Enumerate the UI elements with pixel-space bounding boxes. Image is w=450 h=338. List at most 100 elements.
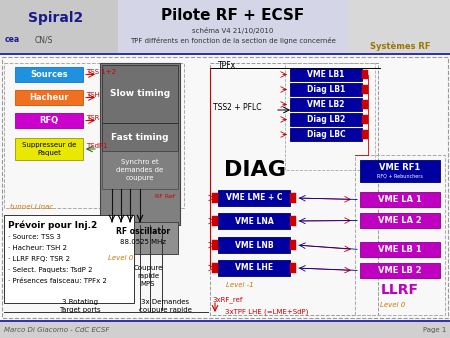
Text: Target ports: Target ports [59, 307, 101, 313]
Text: RF oscillator: RF oscillator [116, 227, 170, 237]
Text: Hacheur: Hacheur [29, 93, 69, 102]
Text: 3 Rotating: 3 Rotating [62, 299, 98, 305]
Bar [362, 85, 368, 94]
Bar [290, 68, 362, 81]
Text: demandes de: demandes de [117, 167, 164, 173]
Bar [290, 128, 362, 141]
Text: coupure: coupure [126, 175, 154, 181]
Bar [218, 190, 290, 206]
Text: · Présences faisceau: TPFx 2: · Présences faisceau: TPFx 2 [8, 278, 107, 284]
Text: tunnel Linac: tunnel Linac [10, 204, 53, 210]
Text: Fast timing: Fast timing [111, 132, 169, 142]
Bar [355, 155, 445, 315]
Bar [285, 63, 375, 170]
Text: VME RF1: VME RF1 [379, 164, 421, 172]
Text: · Select. Paquets: TsdP 2: · Select. Paquets: TsdP 2 [8, 267, 93, 273]
Bar [15, 67, 83, 82]
Text: TPFx: TPFx [218, 61, 236, 70]
Text: · LLRF RFQ: TSR 2: · LLRF RFQ: TSR 2 [8, 256, 70, 262]
Bar [4, 63, 184, 208]
Bar [0, 0, 118, 55]
Text: VME LNB: VME LNB [235, 241, 273, 249]
Text: TSS 1+2: TSS 1+2 [86, 69, 116, 75]
Bar [15, 138, 83, 160]
Bar [360, 242, 440, 257]
Bar [15, 113, 83, 128]
Text: rapide: rapide [137, 273, 159, 279]
Text: TPF différents en fonction de la section de ligne concernée: TPF différents en fonction de la section… [130, 37, 336, 44]
Bar [118, 0, 348, 55]
Text: Prévoir pour Inj.2: Prévoir pour Inj.2 [8, 220, 97, 230]
Text: Slow timing: Slow timing [110, 90, 170, 98]
Text: Diag LB2: Diag LB2 [307, 115, 345, 124]
Bar [0, 321, 450, 338]
Text: RFQ + Rebunchers: RFQ + Rebunchers [377, 173, 423, 178]
Text: RF Ref: RF Ref [155, 193, 175, 198]
Text: Spiral2: Spiral2 [28, 11, 83, 25]
Text: VME LNA: VME LNA [234, 217, 274, 225]
Text: Level 0: Level 0 [380, 302, 405, 308]
Bar [102, 151, 178, 189]
Text: VME LB 1: VME LB 1 [378, 245, 422, 254]
Text: Diag LBC: Diag LBC [307, 130, 345, 139]
Text: TSdP1: TSdP1 [86, 143, 108, 149]
Bar [362, 115, 368, 124]
Bar [290, 113, 362, 126]
Text: VME LA 2: VME LA 2 [378, 216, 422, 225]
Bar [2, 57, 448, 318]
Text: Level -1: Level -1 [226, 282, 254, 288]
Bar [210, 63, 378, 315]
Text: Pilote RF + ECSF: Pilote RF + ECSF [162, 8, 305, 24]
Text: · Source: TSS 3: · Source: TSS 3 [8, 234, 61, 240]
Bar [360, 160, 440, 182]
Text: Systèmes RF: Systèmes RF [370, 41, 430, 51]
Bar [102, 123, 178, 151]
Text: Level 0: Level 0 [108, 255, 133, 261]
Bar [212, 240, 218, 250]
Text: DIAG: DIAG [224, 160, 286, 180]
Text: VME LHE: VME LHE [235, 264, 273, 272]
Text: Diag LB1: Diag LB1 [307, 85, 345, 94]
Bar [0, 55, 450, 320]
Bar [102, 65, 178, 123]
Bar [348, 0, 450, 55]
Text: TSH: TSH [86, 92, 100, 98]
Text: VME LA 1: VME LA 1 [378, 195, 422, 204]
Text: VME LME + C: VME LME + C [226, 193, 282, 202]
Text: TSR: TSR [86, 115, 99, 121]
Bar [218, 260, 290, 276]
Bar [362, 70, 368, 79]
Bar [0, 53, 450, 55]
Bar [360, 192, 440, 207]
Text: Coupure: Coupure [133, 265, 163, 271]
Bar [290, 193, 296, 203]
Text: Page 1: Page 1 [423, 327, 446, 333]
Bar [290, 263, 296, 273]
Bar [108, 222, 178, 254]
Bar [362, 130, 368, 139]
Text: MPS: MPS [141, 281, 155, 287]
Text: Suppresseur de: Suppresseur de [22, 142, 76, 148]
Text: Paquet: Paquet [37, 150, 61, 156]
Bar [218, 213, 290, 229]
Bar [212, 263, 218, 273]
Text: 3xRF_ref: 3xRF_ref [212, 297, 243, 304]
Bar [218, 237, 290, 253]
Bar [290, 83, 362, 96]
Text: Synchro et: Synchro et [121, 159, 159, 165]
Text: Sources: Sources [30, 70, 68, 79]
Bar [15, 90, 83, 105]
Bar [362, 100, 368, 109]
Bar [4, 215, 134, 303]
Bar [290, 240, 296, 250]
Text: 88.0525 MHz: 88.0525 MHz [120, 239, 166, 245]
Text: · Hacheur: TSH 2: · Hacheur: TSH 2 [8, 245, 67, 251]
Text: VME LB1: VME LB1 [307, 70, 345, 79]
Text: 3xTPF LHE (=LME+SdP): 3xTPF LHE (=LME+SdP) [225, 309, 308, 315]
Text: coupure rapide: coupure rapide [139, 307, 191, 313]
Text: TSS2 + PFLC: TSS2 + PFLC [213, 103, 261, 113]
Text: CN/S: CN/S [35, 35, 54, 45]
Text: schéma V4 21/10/2010: schéma V4 21/10/2010 [192, 26, 274, 33]
Bar [212, 193, 218, 203]
Text: VME LB2: VME LB2 [307, 100, 345, 109]
